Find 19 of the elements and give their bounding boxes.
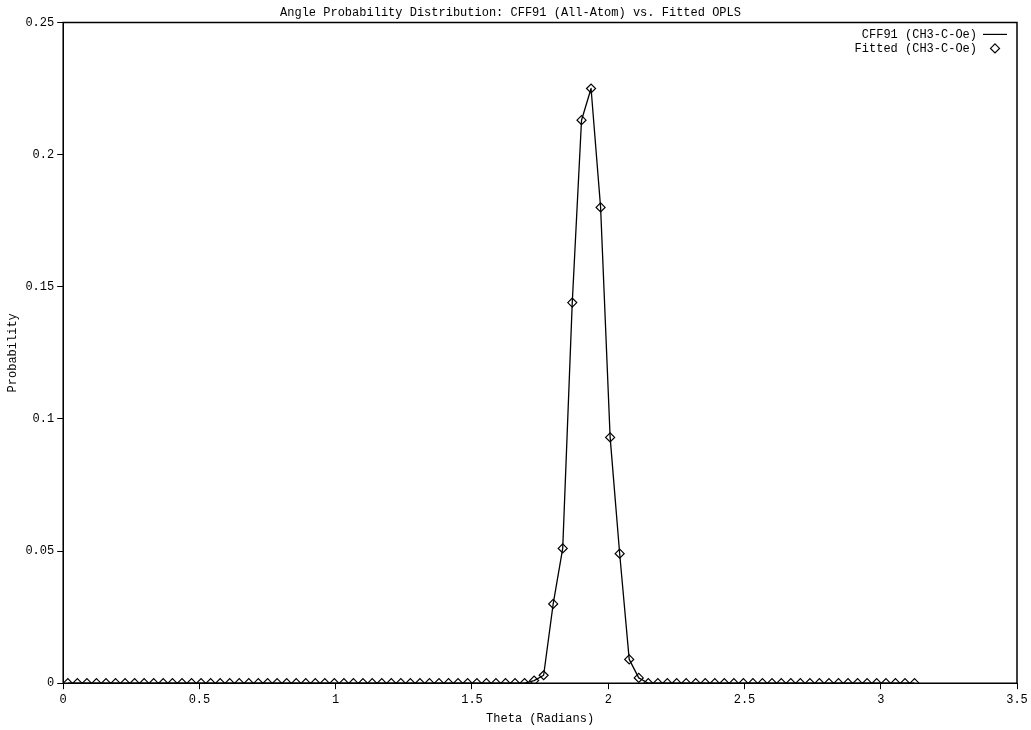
x-tick-label: 0 [59, 692, 67, 707]
x-tick-label: 2 [604, 692, 612, 707]
x-tick-label: 1 [332, 692, 340, 707]
x-axis-title: Theta (Radians) [486, 711, 595, 726]
x-tick-label: 3.5 [1006, 692, 1028, 707]
legend-label: CFF91 (CH3-C-Oe) [861, 27, 977, 42]
chart-title: Angle Probability Distribution: CFF91 (All-Atom) vs. Fitted OPLS [280, 6, 741, 21]
y-tick-label: 0.15 [25, 279, 55, 294]
x-tick-label: 3 [877, 692, 885, 707]
x-tick-label: 2.5 [733, 692, 756, 707]
y-tick-label: 0.05 [25, 544, 55, 559]
y-axis-title: Probability [6, 313, 21, 393]
y-tick-label: 0.1 [32, 412, 55, 427]
y-tick-label: 0.25 [25, 15, 55, 30]
y-tick-label: 0 [47, 676, 55, 691]
x-tick-label: 1.5 [461, 692, 483, 707]
y-tick-label: 0.2 [32, 147, 55, 162]
legend-label: Fitted (CH3-C-Oe) [854, 41, 977, 56]
x-tick-label: 0.5 [188, 692, 211, 707]
